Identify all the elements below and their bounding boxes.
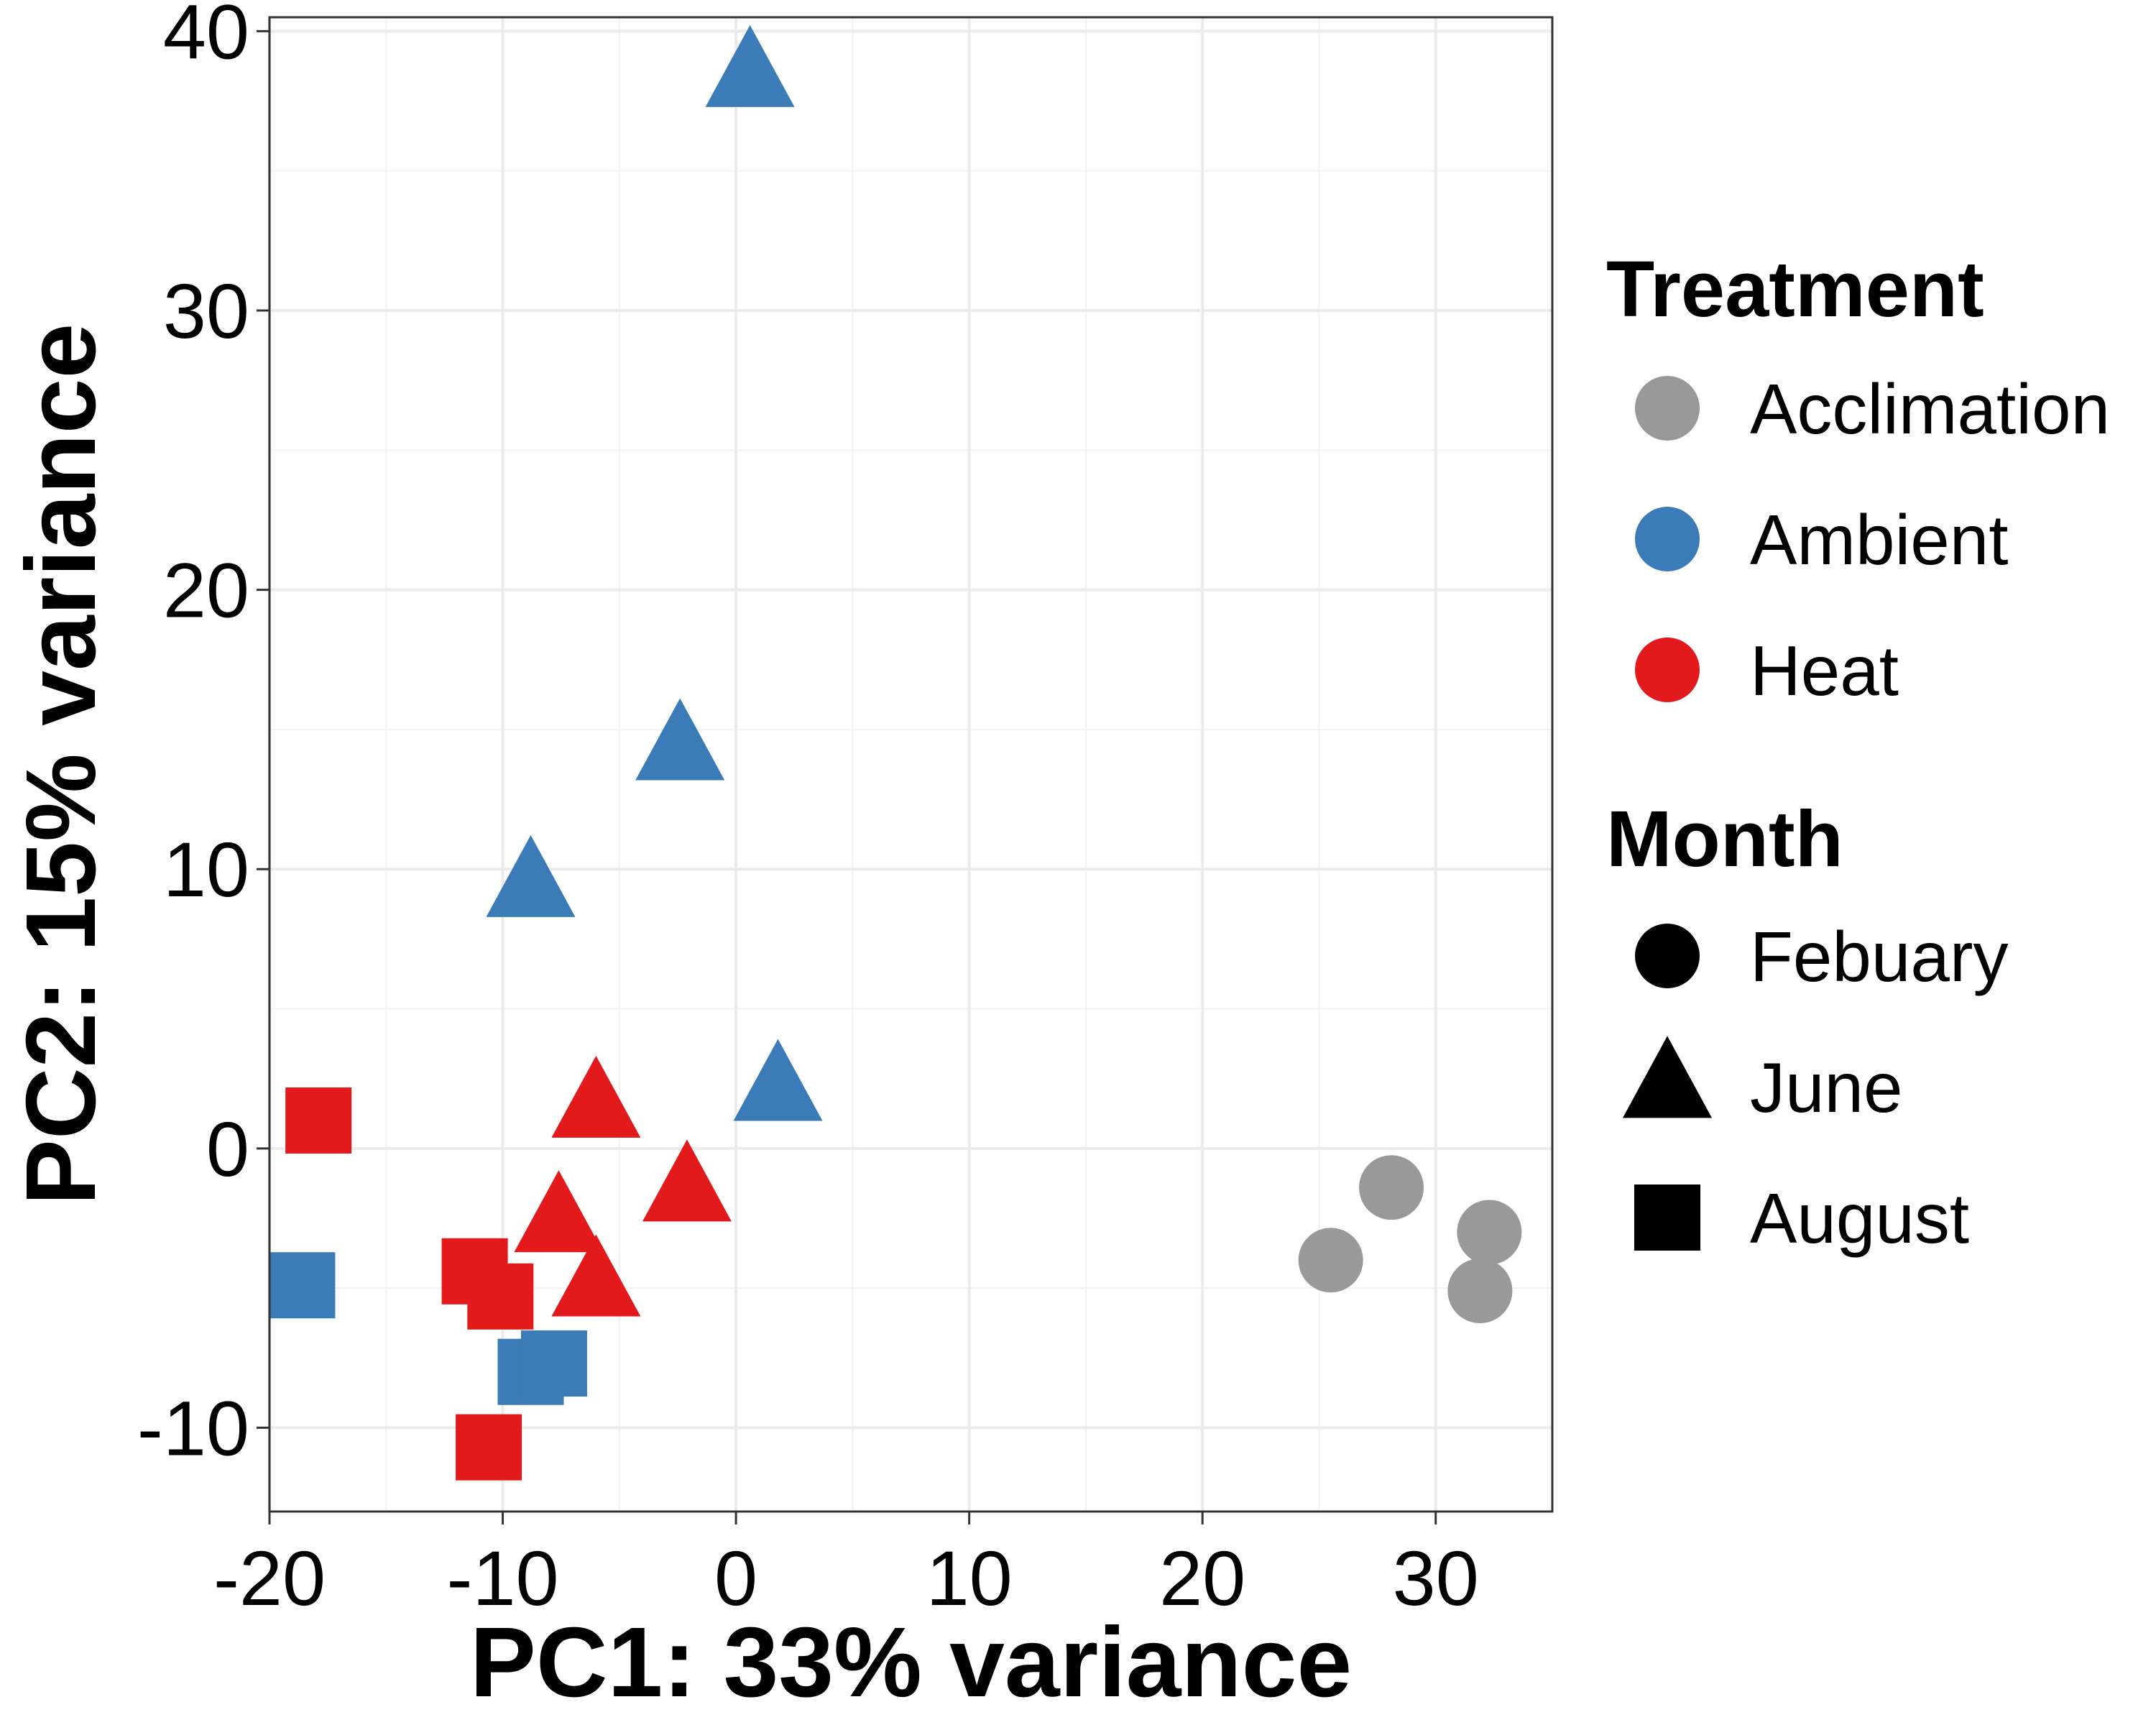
y-tick-label: 10 [163, 826, 249, 913]
axes: -20 -10 0 10 20 30 -10 0 10 20 30 40 [137, 0, 1479, 1622]
data-point [1359, 1155, 1424, 1220]
data-point [1457, 1200, 1522, 1265]
y-tick-label: 40 [163, 0, 249, 75]
x-tick-label: 0 [714, 1535, 757, 1622]
legend-key-august [1634, 1184, 1700, 1251]
x-tick-label: 10 [926, 1535, 1013, 1622]
legend-treatment-title: Treatment [1606, 245, 1984, 334]
data-point [456, 1414, 522, 1481]
legend-label: Heat [1750, 631, 1899, 710]
data-point [551, 1055, 641, 1138]
data-point [467, 1263, 534, 1330]
legend-key-heat [1635, 638, 1700, 702]
legend-month-items: Febuary June August [1623, 917, 2009, 1258]
y-tick-label: 30 [163, 267, 249, 354]
data-point [733, 1039, 823, 1121]
x-tick-label: 30 [1393, 1535, 1479, 1622]
legend-month-title: Month [1606, 795, 1843, 883]
legend-label: Ambient [1750, 500, 2009, 579]
x-tick-label: -10 [446, 1535, 558, 1622]
legend-label: August [1750, 1179, 1969, 1258]
legend: Treatment Acclimation Ambient Heat Month F… [1606, 245, 2110, 1258]
legend-key-febuary [1635, 924, 1700, 988]
plot-border [268, 16, 1554, 1513]
data-point [486, 834, 576, 917]
data-point [520, 1330, 587, 1397]
y-tick-label: -10 [137, 1384, 249, 1471]
data-point [705, 24, 795, 107]
legend-key-june [1623, 1036, 1712, 1118]
data-point [285, 1087, 352, 1154]
legend-key-acclimation [1635, 376, 1700, 441]
data-point [1298, 1228, 1363, 1293]
legend-label: June [1750, 1048, 1903, 1127]
data-point [1447, 1259, 1513, 1324]
data-point [551, 1234, 641, 1317]
x-tick-label: -20 [213, 1535, 326, 1622]
legend-label: Febuary [1750, 917, 2009, 996]
y-tick-label: 20 [163, 547, 249, 634]
y-axis-title: PC2: 15% variance [6, 323, 116, 1205]
legend-key-ambient [1635, 507, 1700, 571]
legend-treatment-items: Acclimation Ambient Heat [1635, 369, 2110, 710]
x-axis-title: PC1: 33% variance [470, 1607, 1352, 1718]
data-point [642, 1139, 732, 1222]
y-tick-label: 0 [206, 1105, 249, 1192]
data-point [514, 1170, 604, 1253]
legend-label: Acclimation [1750, 369, 2110, 448]
data-point [269, 1252, 336, 1319]
data-points [269, 24, 1522, 1481]
data-point [635, 698, 725, 781]
x-tick-label: 20 [1159, 1535, 1245, 1622]
